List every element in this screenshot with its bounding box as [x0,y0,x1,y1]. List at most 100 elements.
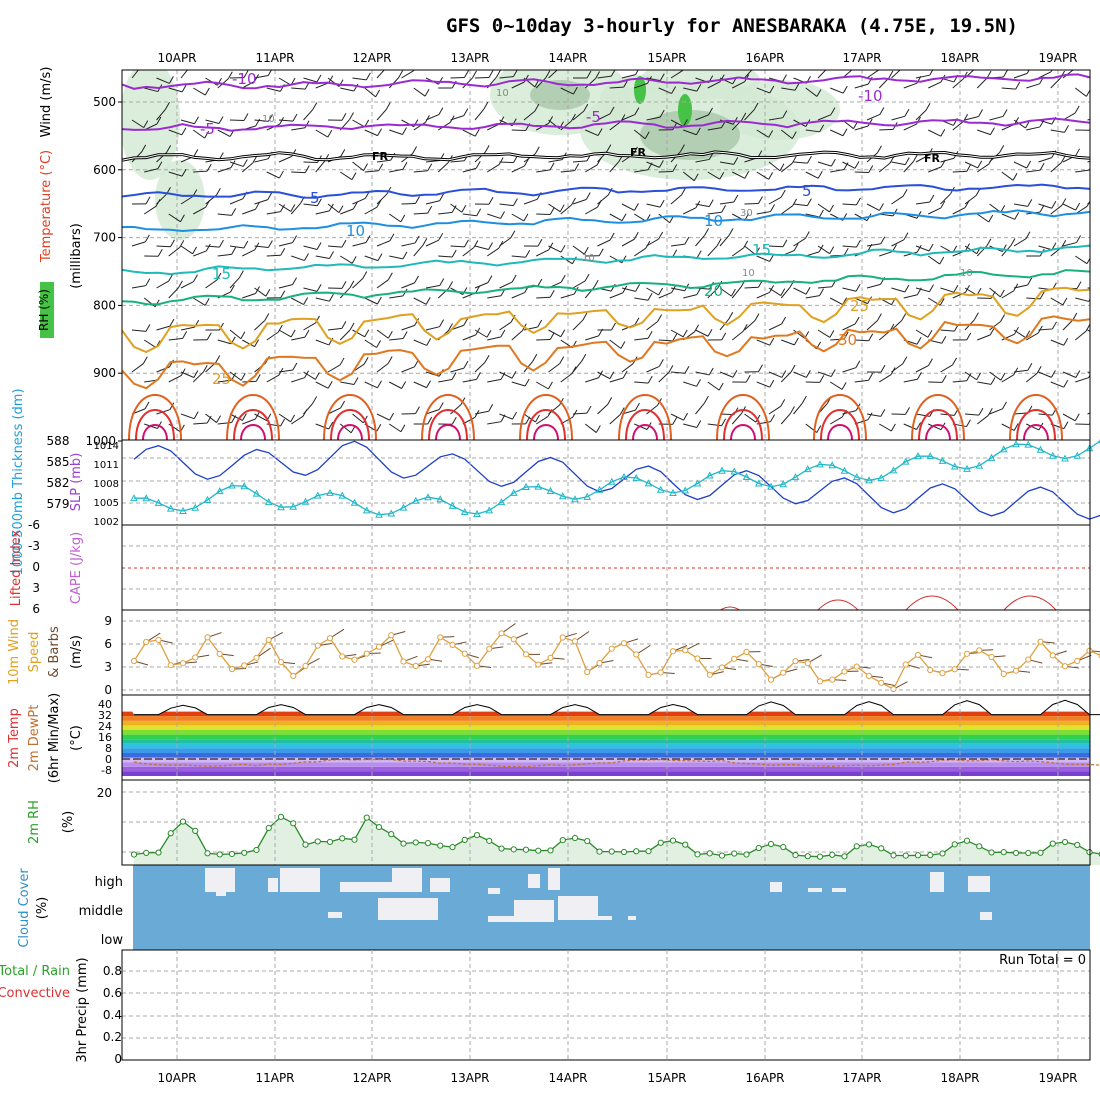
wind-barb [707,171,721,180]
rh-line-marker [143,849,150,856]
cloud-block [430,878,450,892]
wind-barb [842,161,856,169]
wind-barb-feather [215,187,221,196]
thickness-tick: 582 [47,476,70,490]
dewpoint-line [133,758,1100,768]
slp-line-marker [289,502,298,510]
wind-barb-feather [255,374,261,382]
wind-barb-feather [620,341,626,349]
surface-isotherm [918,409,958,440]
rh-line-marker [290,820,297,827]
wind-barb [597,194,609,205]
wind-barb [1026,126,1041,131]
wind-barb [866,243,881,247]
rh-line-marker [449,844,456,851]
wind-barb-feather [549,207,555,215]
wind-barb-feather [1000,372,1006,381]
wind-barb-feather [463,360,469,369]
rh-line-marker [302,841,309,848]
rh-shade-high [634,76,646,104]
date-label-top: 14APR [548,51,587,65]
slp-line-marker [852,473,861,481]
wind-speed-line-marker [143,638,150,646]
wind-speed-line-marker [767,676,775,683]
wind-speed-line-marker [437,634,444,641]
wind-barb-feather [402,331,408,339]
wind-barb-feather [243,240,249,249]
isotherm-label: -5 [586,108,601,126]
wind-barb [1050,381,1064,388]
wind-barb-feather [204,298,210,306]
wind-speed-line-marker [584,668,591,676]
wind-barb-feather [290,414,296,423]
wind-barb-feather [963,113,969,122]
wind-barb [499,161,514,164]
slp-line-marker [718,466,726,474]
rh-tick: 20 [97,786,112,800]
wind-barb [413,339,427,346]
slp-line-marker [399,503,408,511]
wind-speed-line-marker [914,651,922,659]
rh-line-marker [192,827,199,834]
wind10-unit: (m/s) [69,635,84,669]
wind-barb [609,161,620,173]
wind-barb [339,287,351,299]
wind-barb [572,160,587,163]
slp-line-marker [375,510,383,518]
wind-barb [928,81,942,89]
wind-barb-feather [179,214,185,222]
slp-line-marker [558,492,567,500]
isotherm-freezing-core [122,151,1090,161]
wind-barb-feather [280,204,285,212]
wind-barb-feather [144,234,150,243]
wind-barb [976,415,989,425]
wind-barb [180,245,193,255]
wind-barb [499,321,512,331]
wind-barb [891,363,904,373]
wind-barb-feather [901,313,907,321]
wind-barb [670,70,684,79]
wind-barb [474,410,489,415]
wind-barb [291,171,306,174]
wind-barb [376,363,389,373]
slp-line-marker [1024,440,1033,448]
wind-barb [1026,297,1041,300]
temp-color-band [122,753,1090,758]
wind-barb-feather [464,239,469,248]
wind-barb [756,171,769,180]
wind-barb [291,87,306,90]
wind-barb-feather [1062,297,1068,306]
wind-barb-feather [743,240,749,249]
wind-barb [670,243,685,247]
slp-line-marker [424,493,432,501]
date-label-bottom: 13APR [450,1071,489,1085]
wind-barb [315,381,329,389]
rh-line-marker [657,839,664,846]
wind-barb [817,329,831,338]
cape-axis-label: CAPE (J/kg) [69,532,84,604]
temp2m-label: 2m Temp [7,708,22,768]
slp-line-marker [522,482,530,491]
precip-tick: 0.2 [103,1030,122,1044]
wind-barb [548,363,561,373]
slp-line-marker [191,503,200,511]
wind-barb-feather [867,118,873,127]
wind-barb-feather [741,112,747,121]
wind-barb-feather [351,256,357,264]
wind-barb [682,171,695,182]
wind-barb-feather [1075,202,1081,211]
wind-barb [229,161,244,167]
wind-barb [352,197,366,205]
wind-barb [695,402,705,415]
wind-barb-feather [754,313,760,321]
wind-barb [658,292,672,299]
wind-barb [1087,412,1090,415]
surface-isotherm [435,424,461,440]
wind-barb-feather [606,144,612,152]
slp-line-marker [901,457,910,465]
wind-barb-feather [488,197,494,205]
wind-barb [1013,161,1027,169]
slp-line-marker [607,477,616,485]
wind-barb [658,371,670,383]
wind-barb [719,161,734,165]
